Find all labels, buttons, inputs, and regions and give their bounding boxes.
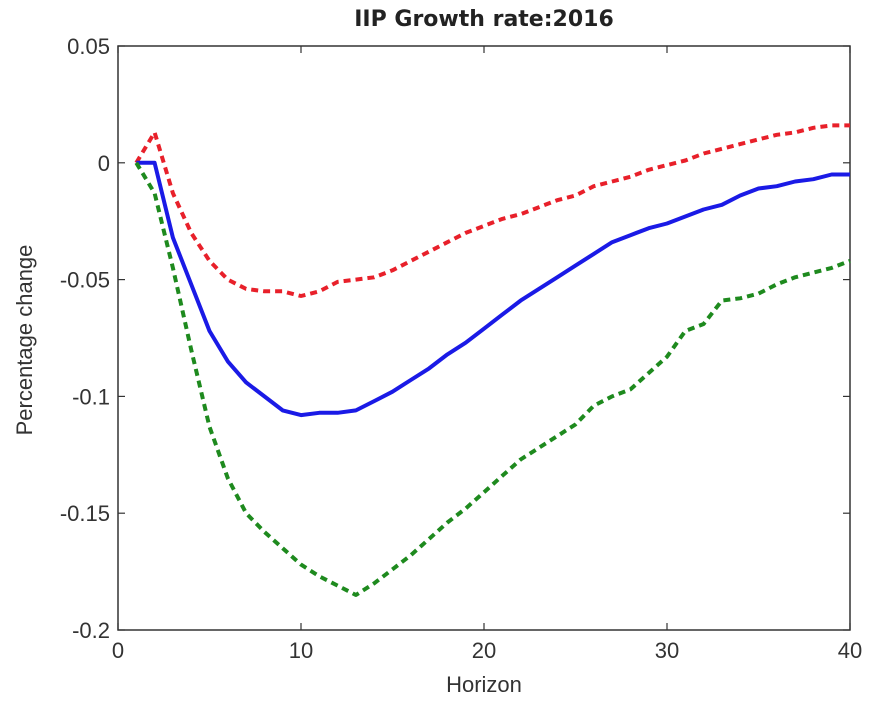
x-axis-label: Horizon bbox=[446, 672, 522, 697]
x-tick-label: 20 bbox=[472, 638, 496, 663]
plot-area bbox=[117, 45, 851, 631]
series-line-3 bbox=[134, 161, 851, 597]
series-layer bbox=[134, 123, 851, 597]
chart-title: IIP Growth rate:2016 bbox=[354, 7, 614, 32]
y-tick-label: -0.2 bbox=[72, 618, 110, 643]
y-tick-label: -0.15 bbox=[60, 501, 110, 526]
x-tick-label: 40 bbox=[838, 638, 862, 663]
plot-frame bbox=[117, 45, 851, 631]
tick-labels: 0 10 20 30 40 0.05 0 -0.05 -0.1 -0.15 -0.2 bbox=[60, 34, 862, 663]
x-tick-label: 30 bbox=[655, 638, 679, 663]
series-line-1 bbox=[134, 123, 850, 298]
series-line-2 bbox=[136, 160, 850, 418]
y-axis-label: Percentage change bbox=[12, 245, 37, 436]
x-tick-label: 10 bbox=[289, 638, 313, 663]
x-tick-label: 0 bbox=[112, 638, 124, 663]
y-tick-label: -0.05 bbox=[60, 268, 110, 293]
axis-ticks bbox=[117, 45, 851, 631]
y-tick-label: 0.05 bbox=[67, 34, 110, 59]
y-tick-label: 0 bbox=[98, 151, 110, 176]
y-tick-label: -0.1 bbox=[72, 384, 110, 409]
